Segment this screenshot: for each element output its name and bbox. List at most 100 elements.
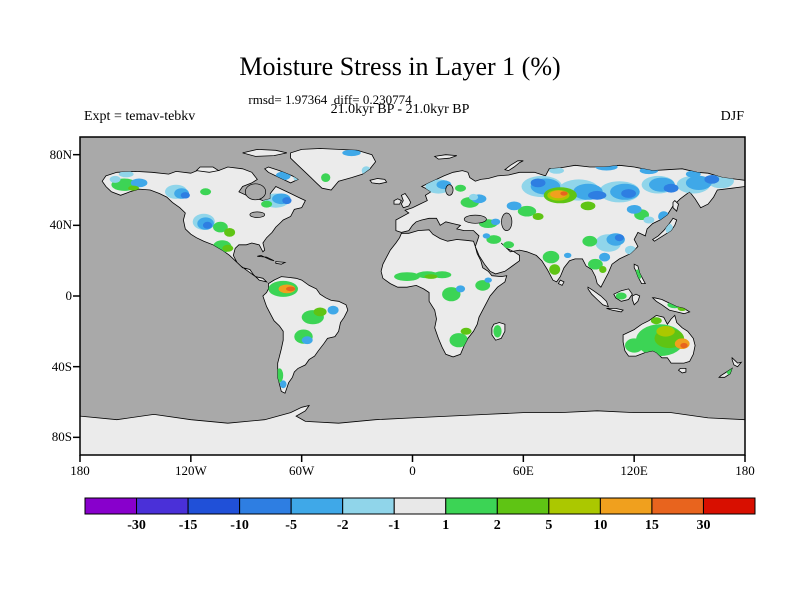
season-label: DJF [720,109,744,124]
lat-tick-label: 80N [49,146,72,162]
anomaly-patch [549,167,564,174]
stats-line: rmsd= 1.97364 diff= 0.230774 [248,92,412,107]
anomaly-patch [615,292,627,300]
anomaly-field [109,149,734,389]
colorbar-segment [136,497,189,515]
landmass [606,308,624,313]
landmass [275,261,287,265]
landmass [369,178,388,185]
anomaly-patch [506,201,522,211]
anomaly-patch [482,233,491,239]
period-label: 21.0kyr BP - 21.0kyr BP [330,102,470,117]
colorbar-segment [187,497,241,515]
anomaly-patch [643,216,655,224]
anomaly-patch [286,286,296,292]
inland-water [501,212,513,231]
anomaly-patch [442,287,461,302]
colorbar-segment [599,497,653,515]
anomaly-patch [621,189,636,198]
anomaly-patch [321,173,331,183]
anomaly-patch [542,250,560,264]
colorbar-tick-label: -30 [127,518,146,533]
anomaly-patch [532,213,544,220]
anomaly-patch [432,271,452,279]
colorbar-segment [84,497,138,515]
landmass [631,293,641,306]
anomaly-patch [580,201,596,211]
anomaly-patch [588,258,603,270]
landmass [80,404,745,455]
anomaly-patch [491,218,501,225]
anomaly-patch [180,192,190,199]
lon-tick-label: 60W [289,463,315,478]
colorbar-segment [393,497,447,515]
anomaly-patch [663,183,679,193]
colorbar-tick-label: 2 [493,518,501,533]
colorbar-tick-label: -15 [178,518,198,533]
anomaly-patch [460,327,472,335]
anomaly-patch [650,317,662,325]
anomaly-patch [261,200,273,208]
anomaly-patch [560,191,568,196]
map-area [80,137,745,455]
anomaly-patch [202,221,213,229]
landmass [504,160,524,172]
anomaly-patch [564,252,572,258]
anomaly-patch [468,193,479,201]
anomaly-patch [213,221,228,233]
colorbar-tick-label: -10 [230,518,249,533]
anomaly-patch [301,336,313,345]
anomaly-patch [599,266,607,273]
anomaly-patch [130,178,148,188]
colorbar-tick-label: -5 [285,518,297,533]
anomaly-patch [109,175,121,183]
anomaly-patch [656,326,675,337]
anomaly-patch [394,272,420,281]
colorbar-tick-label: 30 [696,518,711,533]
anomaly-patch [588,190,607,200]
anomaly-patch [626,205,642,214]
lon-tick-label: 120W [174,463,207,478]
anomaly-patch [625,338,644,353]
inland-water [244,183,267,201]
colorbar-tick-label: 5 [545,518,553,533]
anomaly-patch [327,305,339,315]
colorbar-segment [651,497,704,515]
landmass [587,286,609,308]
landmass [400,192,412,209]
colorbar-tick-label: 1 [442,518,450,533]
colorbar-segment [496,497,550,515]
anomaly-patch [704,175,720,184]
inland-water [249,211,266,218]
anomaly-patch [503,241,515,249]
colorbar-segment [342,497,395,515]
landmass [433,154,457,160]
lon-tick-label: 180 [735,463,755,478]
landmass [242,148,287,157]
colorbar-tick-label: -1 [388,518,401,533]
anomaly-patch [582,235,598,247]
anomaly-patch [475,280,491,291]
anomaly-patch [279,380,287,389]
anomaly-patch [313,307,327,317]
landmass [677,368,687,374]
anomaly-patch [282,197,292,205]
anomaly-patch [455,184,466,192]
landmass [672,200,679,212]
anomaly-patch [685,170,701,178]
lon-tick-label: 120E [620,463,648,478]
colorbar-tick-label: -2 [336,518,349,533]
lat-tick-label: 0 [65,288,73,303]
landmass [557,279,565,286]
anomaly-patch [680,342,688,349]
lat-tick-label: 80S [51,429,72,445]
anomaly-patch [493,325,502,338]
anomaly-patch [200,188,212,196]
landmass [393,198,402,205]
colorbar-tick-label: 10 [593,518,608,533]
anomaly-patch [614,234,625,242]
anomaly-patch [424,274,438,279]
anomaly-patch [486,235,502,244]
landmass [290,148,377,191]
